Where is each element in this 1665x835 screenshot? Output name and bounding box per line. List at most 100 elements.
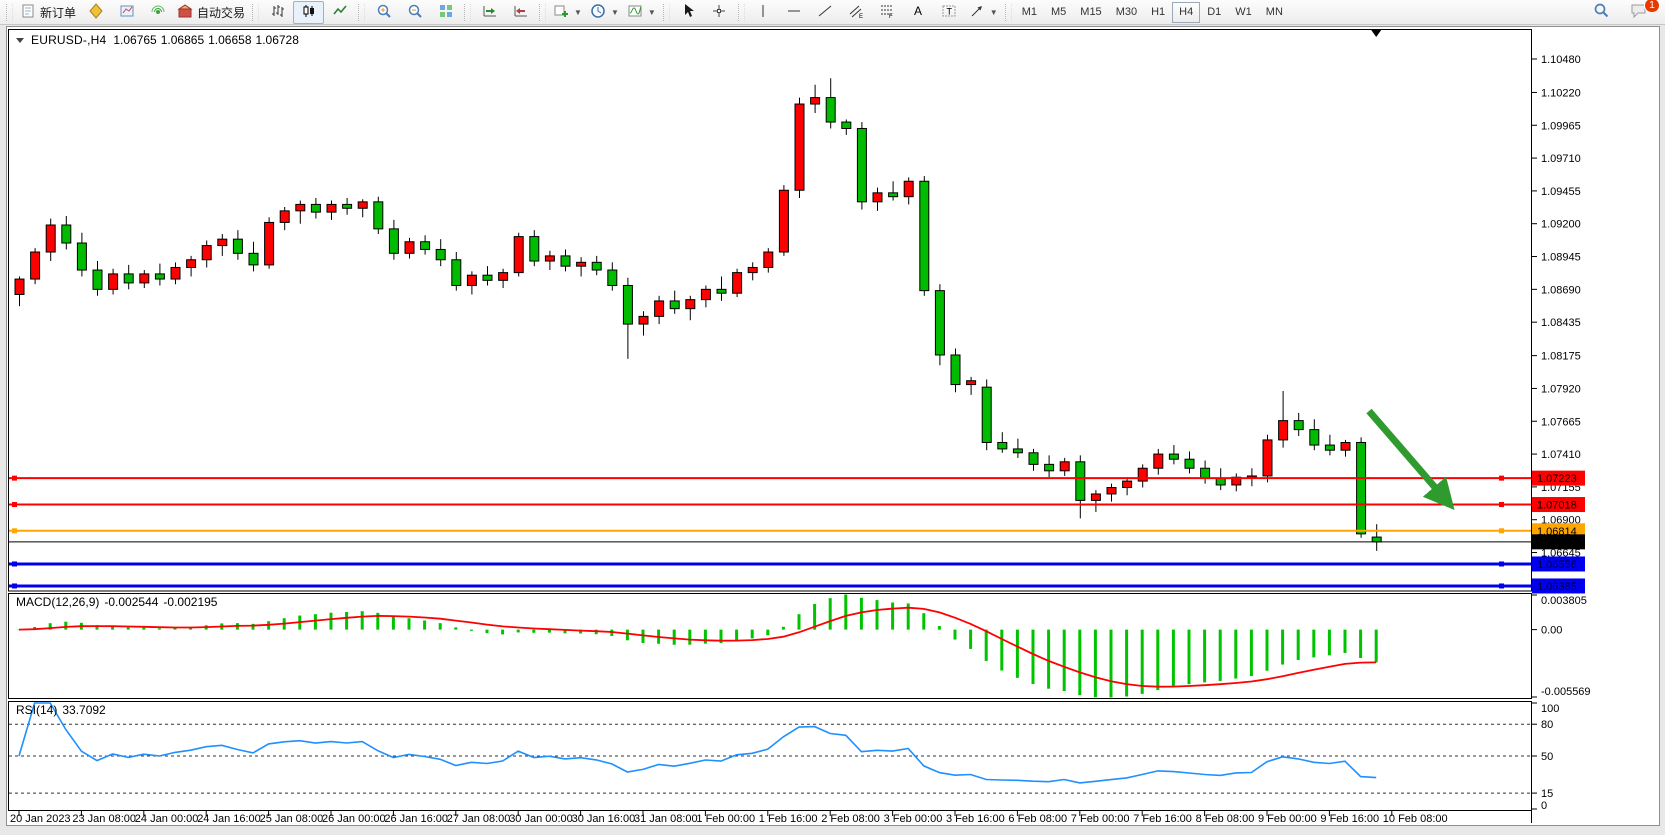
resistance-line-2-anchor[interactable] [12,502,17,508]
candle-down [1184,458,1195,469]
date-axis-label: 1 Feb 00:00 [696,813,755,823]
equidistant-channel-tool[interactable]: E [841,1,872,24]
candle-up [778,189,789,253]
crosshair-tool-button[interactable] [704,1,735,24]
resistance-line-1-anchor[interactable] [1499,475,1504,481]
zoom-in-icon [376,3,392,22]
candle-up [14,278,25,295]
current-price-line-badge-label: 1.06728 [1537,537,1577,549]
support-line-orange-anchor[interactable] [1499,528,1504,534]
candle-up [108,273,119,290]
bars-chart-button[interactable] [262,1,293,24]
price-chart-surface[interactable]: 1.10480 1.10220 1.09965 1.09710 1.09455 1.092… [7,27,1657,823]
trendline-tool[interactable] [810,1,841,24]
timeframe-group: M1 M5 M15 M30 H1 H4 D1 W1 MN [1015,1,1290,23]
market-button[interactable] [80,1,111,24]
indicators-button[interactable]: ▼ [623,1,660,24]
support-line-blue-1-anchor[interactable] [1499,561,1504,567]
text-label-tool[interactable]: T [934,1,965,24]
candle-down [716,288,727,294]
new-chart-button[interactable]: ▼ [549,1,586,24]
new-order-icon [20,3,36,22]
period-button[interactable]: ▼ [586,1,623,24]
tf-button-D1[interactable]: D1 [1207,6,1222,18]
macd-signal-line [18,606,1377,688]
candlestick-chart-button[interactable] [293,0,325,24]
toolbar-grip[interactable] [1004,3,1012,21]
fibonacci-tool[interactable]: F [872,1,903,24]
candle-down [373,201,384,230]
tf-button-M1[interactable]: M1 [1021,6,1037,18]
horizontal-line-tool[interactable] [779,1,810,24]
resistance-line-2-badge-label: 1.07018 [1537,500,1577,512]
tf-button-M30[interactable]: M30 [1115,6,1138,18]
support-line-orange-anchor[interactable] [12,528,17,534]
support-line-blue-2-anchor[interactable] [1499,583,1504,589]
resistance-line-2-anchor[interactable] [1499,502,1504,508]
candle-up [1137,467,1148,482]
search-button[interactable] [1586,1,1617,24]
tf-button-H4[interactable]: H4 [1172,1,1201,23]
toolbar-grip[interactable] [358,3,366,21]
toolbar-grip[interactable] [464,3,472,21]
date-axis-label: 20 Jan 2023 [10,813,71,823]
candle-up [732,272,743,294]
candle-up [217,238,228,247]
candle-up [638,315,649,325]
candle-up [576,261,587,267]
text-tool[interactable]: A [903,1,934,24]
tf-button-M15[interactable]: M15 [1080,6,1102,18]
date-axis-label: 9 Feb 00:00 [1258,813,1317,823]
candle-down [232,238,243,254]
line-chart-button[interactable] [324,1,355,24]
tf-button-M5[interactable]: M5 [1051,6,1067,18]
main-panel-frame [8,29,1532,592]
zoom-in-button[interactable] [368,1,399,24]
date-axis-label: 2 Feb 08:00 [821,813,880,823]
svg-text:F: F [889,14,893,19]
candle-down [310,203,321,213]
tile-windows-button[interactable] [430,1,461,24]
price-axis-tick: 1.09200 [1541,219,1581,231]
resistance-line-1-anchor[interactable] [12,475,17,481]
date-axis-label: 1 Feb 16:00 [759,813,818,823]
candle-down [76,242,87,271]
candle-up [1262,439,1273,477]
rsi-axis-tick: 100 [1541,703,1559,715]
signals-button[interactable] [142,1,173,24]
tf-button-MN[interactable]: MN [1265,6,1283,18]
auto-scroll-button[interactable] [474,1,505,24]
tf-button-W1[interactable]: W1 [1235,6,1252,18]
support-line-blue-2-anchor[interactable] [12,583,17,589]
candle-up [186,259,197,268]
notifications-button[interactable]: 1 [1623,0,1660,24]
candle-down [1075,461,1086,501]
toolbar-grip[interactable] [6,3,13,21]
date-axis-label: 26 Jan 16:00 [384,813,448,823]
new-order-button[interactable]: 新订单 [16,1,80,24]
candle-up [1122,480,1133,489]
toolbar-grip[interactable] [539,3,547,21]
vertical-line-tool[interactable] [748,1,779,24]
candle-down [997,441,1008,450]
candle-down [841,121,852,129]
down-arrow-annotation[interactable] [1366,408,1455,511]
toolbar-grip[interactable] [252,3,260,21]
tf-button-H1[interactable]: H1 [1151,6,1166,18]
support-line-blue-1-anchor[interactable] [12,561,17,567]
chart-shift-button[interactable] [505,1,536,24]
chart-shift-marker[interactable] [1371,30,1382,37]
zoom-out-button[interactable] [399,1,430,24]
cursor-tool-button[interactable] [673,1,704,24]
auto-trading-button[interactable]: 自动交易 [173,1,249,24]
search-icon [1593,2,1610,22]
chart-shift-icon [513,3,529,22]
support-line-blue-1-badge-label: 1.06556 [1537,559,1577,571]
toolbar-grip[interactable] [662,3,670,21]
crosshair-icon [711,3,727,22]
candle-up [1278,420,1289,441]
charts-button[interactable] [111,1,142,24]
toolbar-grip[interactable] [737,3,745,21]
fibonacci-icon: F [879,3,895,22]
shapes-tool[interactable]: ▼ [965,1,1002,24]
